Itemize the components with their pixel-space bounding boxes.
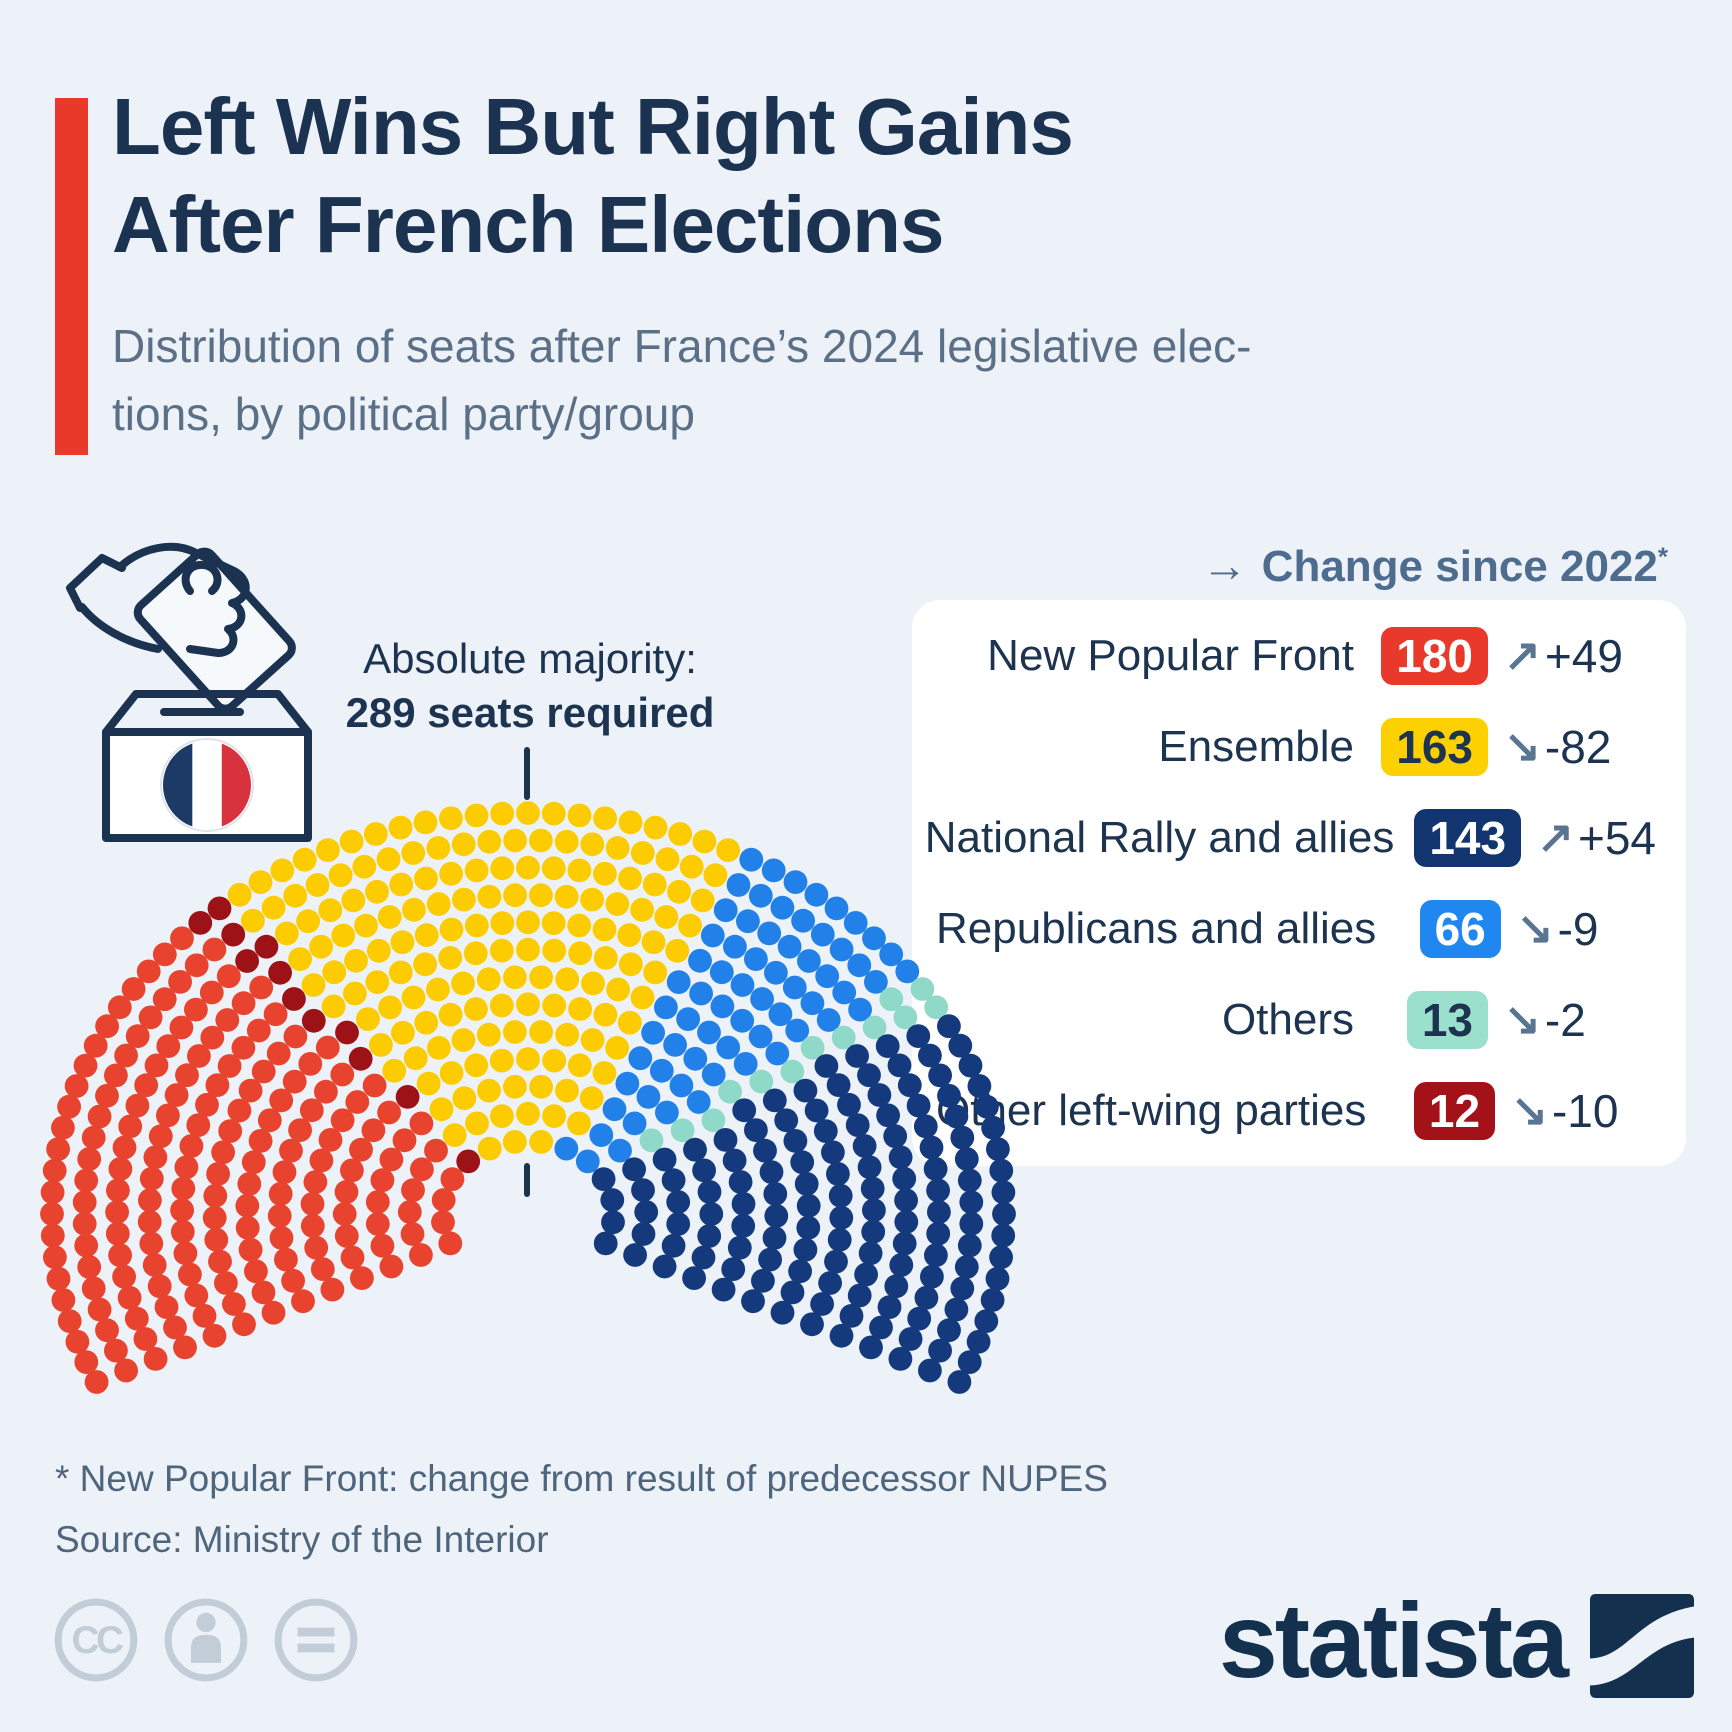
legend-header-asterisk: *	[1657, 541, 1668, 572]
svg-text:CC: CC	[72, 1619, 123, 1662]
right-arrow-icon: →	[1201, 539, 1248, 591]
change-value: +49	[1544, 629, 1623, 682]
legend-header-text: Change since 2022	[1261, 542, 1658, 591]
party-label: National Rally and allies	[924, 812, 1395, 862]
party-label: Other left-wing parties	[936, 1085, 1367, 1135]
seat-count-badge: 66	[1419, 899, 1501, 958]
legend-row: Other left-wing parties 12 ↘ -10	[936, 1081, 1656, 1140]
page-subtitle: Distribution of seats after France’s 202…	[112, 312, 1252, 448]
party-label: Ensemble	[1158, 721, 1354, 771]
party-label: Others	[1221, 994, 1354, 1044]
license-icons: CC	[52, 1596, 360, 1684]
legend-row: National Rally and allies 143 ↗ +54	[925, 808, 1656, 867]
cc-by-person-icon[interactable]	[162, 1596, 250, 1684]
statista-logo[interactable]: statista	[1219, 1588, 1694, 1704]
accent-bar	[55, 98, 88, 455]
subtitle-line-2: tions, by political party/group	[112, 388, 695, 441]
legend-row: Others 13 ↘ -2	[936, 990, 1656, 1049]
legend-row: Republicans and allies 66 ↘ -9	[936, 899, 1656, 958]
legend-header: → Change since 2022*	[1202, 538, 1668, 592]
legend-panel: New Popular Front 180 ↗ +49 Ensemble 163 …	[912, 600, 1686, 1166]
asterisk-note: * New Popular Front: change from result …	[55, 1458, 1108, 1499]
majority-tick-outer	[524, 747, 530, 800]
party-label: Republicans and allies	[936, 903, 1377, 953]
source-note: Source: Ministry of the Interior	[55, 1519, 549, 1561]
ballot-paper-icon	[133, 547, 296, 713]
majority-label: Absolute majority: 289 seats required	[280, 632, 780, 740]
page-title: Left Wins But Right Gains After French E…	[112, 78, 1074, 273]
seat-dots	[40, 801, 1016, 1394]
footnote-block: * New Popular Front: change from result …	[55, 1448, 1108, 1570]
cc-icon[interactable]: CC	[52, 1596, 140, 1684]
statista-logo-mark	[1590, 1594, 1694, 1698]
majority-line-2: 289 seats required	[345, 688, 715, 736]
title-line-1: Left Wins But Right Gains	[112, 82, 1074, 171]
statista-logo-text: statista	[1218, 1582, 1569, 1700]
cc-nd-equals-icon[interactable]	[272, 1596, 360, 1684]
seat-count-badge: 143	[1414, 808, 1522, 867]
majority-tick-inner	[524, 1163, 530, 1197]
change-value: -10	[1551, 1084, 1619, 1137]
legend-row: New Popular Front 180 ↗ +49	[936, 626, 1656, 685]
ballot-box-icon	[66, 542, 312, 842]
change-value: -2	[1544, 993, 1586, 1046]
seat-count-badge: 12	[1413, 1081, 1496, 1140]
legend-row: Ensemble 163 ↘ -82	[936, 717, 1656, 776]
ballot-box-lid	[102, 690, 312, 736]
seat-count-badge: 180	[1381, 626, 1488, 685]
change-value: +54	[1577, 811, 1656, 864]
title-line-2: After French Elections	[112, 179, 945, 269]
change-value: -9	[1557, 902, 1599, 955]
change-arrow-icon: ↘	[1504, 722, 1541, 771]
change-arrow-icon: ↘	[1504, 995, 1541, 1044]
change-arrow-icon: ↗	[1537, 813, 1574, 862]
change-arrow-icon: ↘	[1511, 1086, 1548, 1135]
subtitle-line-1: Distribution of seats after France’s 202…	[112, 320, 1252, 372]
change-arrow-icon: ↗	[1504, 631, 1541, 680]
seat-count-badge: 13	[1406, 990, 1488, 1049]
seat-count-badge: 163	[1381, 717, 1488, 776]
change-arrow-icon: ↘	[1516, 904, 1554, 953]
majority-line-1: Absolute majority:	[363, 635, 697, 682]
hand-icon	[66, 542, 250, 657]
change-value: -82	[1544, 720, 1612, 773]
party-label: New Popular Front	[987, 630, 1354, 680]
